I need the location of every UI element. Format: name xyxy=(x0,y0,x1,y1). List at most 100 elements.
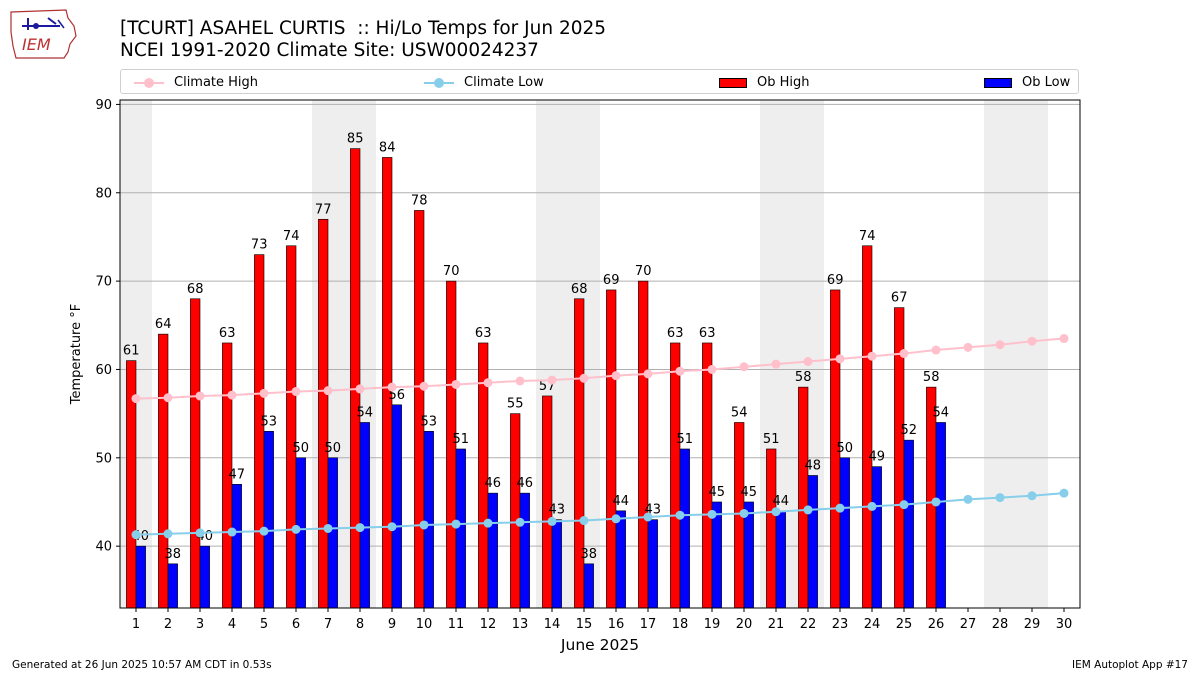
climate-high-point xyxy=(611,371,621,381)
ob-high-data-label: 74 xyxy=(283,229,300,244)
ob-high-data-label: 85 xyxy=(347,132,364,147)
climate-high-point xyxy=(323,386,333,396)
climate-low-point xyxy=(323,523,333,533)
x-tick-label: 12 xyxy=(480,617,497,632)
climate-low-point xyxy=(451,519,461,529)
x-tick-label: 3 xyxy=(196,617,204,632)
ob-high-bar xyxy=(510,413,521,609)
climate-low-point xyxy=(739,508,749,518)
climate-low-point xyxy=(931,497,941,507)
climate-high-point xyxy=(579,373,589,383)
ob-low-data-label: 50 xyxy=(293,441,310,456)
ob-low-bar xyxy=(647,519,658,609)
ob-high-bar xyxy=(670,342,681,609)
ob-high-data-label: 70 xyxy=(635,264,652,279)
climate-low-point xyxy=(963,494,973,504)
ob-low-data-label: 51 xyxy=(453,432,470,447)
ob-high-bar xyxy=(286,245,297,609)
ob-high-data-label: 67 xyxy=(891,291,908,306)
ob-high-data-label: 58 xyxy=(795,370,812,385)
weekend-band xyxy=(984,100,1016,608)
ob-high-data-label: 63 xyxy=(699,326,716,341)
climate-high-point xyxy=(739,362,749,372)
ob-low-bar xyxy=(871,466,882,609)
ob-high-bar xyxy=(862,245,873,609)
x-tick-label: 22 xyxy=(800,617,817,632)
climate-low-point xyxy=(707,509,717,519)
climate-low-point xyxy=(899,500,909,510)
legend-item-ob-low: Ob Low xyxy=(984,70,1070,95)
climate-high-point xyxy=(771,359,781,369)
climate-low-point xyxy=(1059,488,1069,498)
ob-low-bar xyxy=(679,448,690,609)
climate-low-point xyxy=(515,517,525,527)
climate-low-point xyxy=(227,527,237,537)
climate-high-point xyxy=(803,357,813,367)
x-tick-label: 27 xyxy=(960,617,977,632)
climate-low-point xyxy=(611,514,621,524)
ob-low-data-label: 50 xyxy=(837,441,854,456)
climate-low-point xyxy=(867,501,877,511)
legend-item-ob-high: Ob High xyxy=(719,70,810,95)
legend-label-climate-high: Climate High xyxy=(174,75,259,90)
x-tick-label: 1 xyxy=(132,617,140,632)
climate-high-point xyxy=(163,393,173,403)
weekend-band xyxy=(1016,100,1048,608)
climate-high-point xyxy=(291,387,301,397)
y-tick-label: 90 xyxy=(95,98,112,113)
ob-low-data-label: 46 xyxy=(485,476,502,491)
ob-low-bar xyxy=(167,563,178,609)
climate-low-point xyxy=(387,522,397,532)
ob-low-bar xyxy=(455,448,466,609)
ob-low-bar xyxy=(551,519,562,609)
climate-low-swatch xyxy=(424,77,454,88)
ob-high-data-label: 63 xyxy=(219,326,236,341)
climate-high-point xyxy=(387,382,397,392)
x-tick-label: 24 xyxy=(864,617,881,632)
climate-high-point xyxy=(643,369,653,379)
climate-low-point xyxy=(675,510,685,520)
climate-high-line xyxy=(135,337,1065,400)
ob-high-data-label: 69 xyxy=(827,273,844,288)
climate-low-point xyxy=(995,493,1005,503)
climate-low-line xyxy=(135,492,1065,536)
logo-text: IEM xyxy=(22,35,51,54)
legend-item-climate-low: Climate Low xyxy=(424,70,544,95)
ob-low-bar xyxy=(935,422,946,609)
climate-high-point xyxy=(259,388,269,398)
climate-low-point xyxy=(419,520,429,530)
climate-low-point xyxy=(483,518,493,528)
ob-low-bar xyxy=(839,457,850,609)
climate-high-point xyxy=(1027,336,1037,346)
ob-low-bar xyxy=(487,492,498,609)
ob-low-data-label: 54 xyxy=(933,405,950,420)
climate-low-point xyxy=(643,512,653,522)
x-tick-label: 28 xyxy=(992,617,1009,632)
x-tick-label: 10 xyxy=(416,617,433,632)
ob-low-data-label: 52 xyxy=(901,423,918,438)
ob-high-bar xyxy=(254,254,265,609)
ob-low-data-label: 46 xyxy=(517,476,534,491)
ob-low-bar xyxy=(231,484,242,609)
ob-high-bar xyxy=(766,448,777,609)
ob-low-data-label: 44 xyxy=(613,494,630,509)
ob-low-data-label: 44 xyxy=(773,494,790,509)
ob-high-data-label: 61 xyxy=(123,344,140,359)
ob-high-data-label: 77 xyxy=(315,202,332,217)
climate-high-point xyxy=(995,340,1005,350)
climate-low-point xyxy=(771,507,781,517)
ob-low-bar xyxy=(615,510,626,609)
x-tick-label: 23 xyxy=(832,617,849,632)
climate-low-point xyxy=(131,530,141,540)
ob-low-bar xyxy=(775,510,786,609)
x-tick-label: 6 xyxy=(292,617,300,632)
x-tick-label: 16 xyxy=(608,617,625,632)
x-tick-label: 11 xyxy=(448,617,465,632)
ob-high-data-label: 84 xyxy=(379,140,396,155)
x-tick-label: 25 xyxy=(896,617,913,632)
climate-high-point xyxy=(835,354,845,364)
ob-low-data-label: 45 xyxy=(709,485,726,500)
y-tick-label: 60 xyxy=(95,363,112,378)
climate-low-point xyxy=(579,516,589,526)
ob-high-data-label: 73 xyxy=(251,238,268,253)
